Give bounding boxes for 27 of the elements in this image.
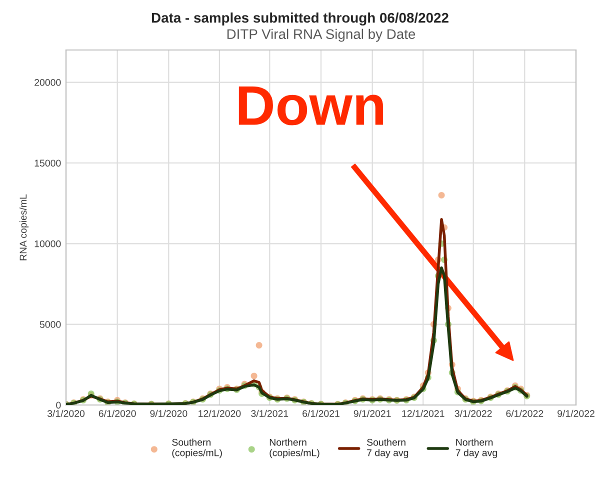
x-tick-label: 3/1/2022 <box>454 410 492 417</box>
y-tick-label: 15000 <box>34 160 61 167</box>
point <box>256 342 262 349</box>
chart-title: Data - samples submitted through 06/08/2022 <box>152 12 448 26</box>
y-tick-label: 10000 <box>34 240 61 248</box>
chart-subtitle: DITP Viral RNA Signal by Date <box>227 28 416 42</box>
x-tick-label: 12/1/2021 <box>402 410 444 417</box>
legend-label: Southern (copies/mL) <box>172 438 222 458</box>
x-tick-label: 3/1/2021 <box>251 410 288 417</box>
x-tick-label: 12/1/2020 <box>198 410 241 417</box>
y-tick-label: 20000 <box>34 79 61 86</box>
y-axis-title: RNA copies/mL <box>19 194 29 260</box>
legend-label: Northern 7 day avg <box>456 438 497 458</box>
y-tick-label: 5000 <box>40 321 61 328</box>
legend-label: Southern 7 day avg <box>367 438 408 458</box>
legend-label: Northern (copies/mL) <box>270 438 320 458</box>
x-tick-label: 6/1/2022 <box>506 410 544 417</box>
y-tick-label: 0 <box>56 402 61 409</box>
annotation: Down <box>238 86 383 126</box>
x-tick-label: 9/1/2021 <box>354 410 391 417</box>
point <box>438 192 445 198</box>
x-tick-label: 6/1/2020 <box>98 410 136 417</box>
point <box>250 372 258 380</box>
x-tick-label: 6/1/2021 <box>302 410 340 417</box>
x-tick-label: 9/1/2020 <box>150 410 188 417</box>
x-tick-label: 3/1/2020 <box>47 410 85 417</box>
x-tick-label: 9/1/2022 <box>558 410 594 417</box>
